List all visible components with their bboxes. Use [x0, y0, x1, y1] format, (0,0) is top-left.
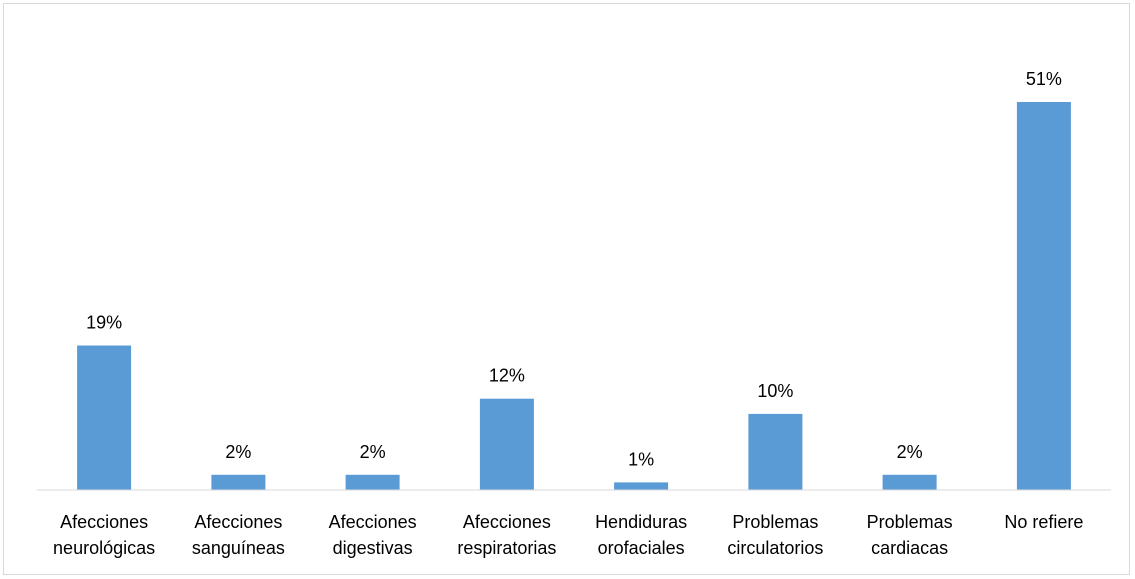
category-label-line: Afecciones	[194, 512, 282, 532]
category-label-5: Hendiduras orofaciales	[595, 512, 687, 558]
data-label-6: 10%	[757, 381, 793, 401]
bar-2	[211, 474, 266, 490]
category-label-8: No refiere	[1004, 512, 1083, 532]
category-label-1: Afecciones neurológicas	[53, 512, 155, 558]
data-label-4: 12%	[489, 366, 525, 386]
category-label-line: Afecciones	[463, 512, 551, 532]
bar-3	[345, 474, 400, 490]
category-label-3: Afecciones digestivas	[329, 512, 417, 558]
category-label-2: Afecciones sanguíneas	[192, 512, 285, 558]
category-label-line: respiratorias	[457, 538, 556, 558]
category-label-line: Afecciones	[329, 512, 417, 532]
category-label-line: sanguíneas	[192, 538, 285, 558]
bar-6	[748, 413, 803, 490]
data-label-1: 19%	[86, 313, 122, 333]
category-label-7: Problemas cardiacas	[867, 512, 953, 558]
data-labels-layer: 19% 2% 2% 12% 1% 10% 2% 51%	[86, 69, 1062, 469]
category-label-line: No refiere	[1004, 512, 1083, 532]
category-label-line: Hendiduras	[595, 512, 687, 532]
data-label-2: 2%	[225, 442, 251, 462]
bar-1	[77, 345, 132, 490]
category-label-line: circulatorios	[727, 538, 823, 558]
data-label-8: 51%	[1026, 69, 1062, 89]
data-label-5: 1%	[628, 449, 654, 469]
chart-frame	[3, 3, 1130, 575]
data-label-3: 2%	[360, 442, 386, 462]
bar-4	[479, 398, 534, 490]
data-label-7: 2%	[897, 442, 923, 462]
category-label-4: Afecciones respiratorias	[457, 512, 556, 558]
category-label-line: Problemas	[867, 512, 953, 532]
bar-8	[1016, 102, 1071, 490]
category-labels-layer: Afecciones neurológicas Afecciones sanguíne…	[53, 512, 1083, 558]
category-label-line: Problemas	[732, 512, 818, 532]
category-label-line: Afecciones	[60, 512, 148, 532]
category-label-line: orofaciales	[598, 538, 685, 558]
category-label-line: digestivas	[333, 538, 413, 558]
bars-layer	[77, 102, 1071, 490]
category-label-line: neurológicas	[53, 538, 155, 558]
category-label-line: cardiacas	[871, 538, 948, 558]
bar-5	[614, 482, 669, 490]
bar-7	[882, 474, 937, 490]
category-label-6: Problemas circulatorios	[727, 512, 823, 558]
